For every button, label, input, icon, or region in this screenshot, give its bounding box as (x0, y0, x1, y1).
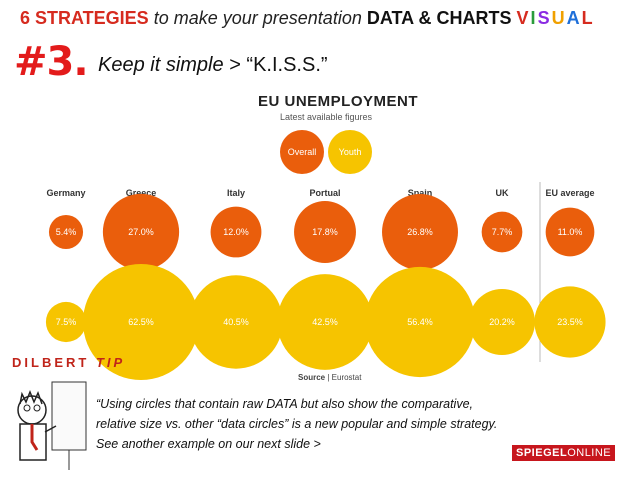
data-label: 56.4% (407, 317, 433, 327)
step-italic: Keep it simple (98, 54, 224, 76)
data-label: 23.5% (557, 317, 583, 327)
data-bubble (534, 286, 606, 358)
data-bubble (481, 211, 523, 253)
data-bubble (382, 194, 458, 270)
data-label: 7.5% (56, 317, 77, 327)
chart-subtitle: Latest available figures (280, 112, 373, 122)
data-label: 7.7% (492, 227, 513, 237)
data-bubble (48, 214, 84, 250)
category-label: UK (496, 188, 509, 198)
step-number: #3. (14, 39, 89, 85)
data-label: 11.0% (558, 227, 583, 237)
category-label: EU average (545, 188, 594, 198)
category-label: Germany (46, 188, 85, 198)
visual-letter: I (530, 8, 538, 28)
data-label: 40.5% (223, 317, 249, 327)
data-bubble (83, 264, 199, 380)
source-value: Eurostat (331, 373, 362, 382)
dilbert-tip-heading: DILBERT TIP (12, 355, 125, 370)
tip-quote: “Using circles that contain raw DATA but… (96, 397, 498, 451)
step-heading: Keep it simple > “K.I.S.S.” (98, 54, 328, 77)
data-bubble (294, 201, 356, 263)
legend-label: Overall (288, 147, 317, 157)
title-phrase: to make your presentation (153, 8, 362, 28)
source-label: Source (298, 373, 326, 382)
data-bubble (102, 193, 180, 271)
visual-letter: L (581, 8, 595, 28)
spiegel-online-logo: SPIEGELONLINE (512, 445, 616, 461)
visual-letter: S (537, 8, 552, 28)
data-bubble (469, 289, 535, 355)
dilbert-word: DILBERT (12, 355, 90, 370)
step-rest: > “K.I.S.S.” (229, 54, 328, 76)
data-bubble (364, 266, 476, 378)
category-label: Italy (227, 188, 245, 198)
data-bubble (189, 275, 283, 369)
slide-title: 6 STRATEGIES to make your presentation D… (20, 8, 595, 29)
logo-spiegel: SPIEGEL (516, 447, 568, 459)
chart-source: Source | Eurostat (298, 373, 362, 382)
title-data-charts: DATA & CHARTS (366, 8, 512, 28)
legend-bubble (328, 130, 372, 174)
data-bubble (210, 206, 262, 258)
chart-title: EU UNEMPLOYMENT (258, 93, 419, 110)
data-bubble (545, 207, 595, 257)
data-label: 42.5% (312, 317, 338, 327)
title-visual: VISUAL (517, 8, 595, 28)
data-label: 12.0% (223, 227, 249, 237)
data-label: 20.2% (489, 317, 515, 327)
tip-word: TIP (95, 355, 126, 370)
data-bubble (277, 274, 373, 370)
data-label: 5.4% (56, 227, 77, 237)
visual-letter: V (516, 8, 531, 28)
legend-bubble (280, 130, 324, 174)
data-label: 27.0% (128, 227, 154, 237)
data-bubble (45, 301, 87, 343)
data-label: 26.8% (407, 227, 433, 237)
visual-letter: U (551, 8, 567, 28)
visual-letter: A (566, 8, 582, 28)
title-strategies: 6 STRATEGIES (20, 8, 149, 28)
category-label: Spain (408, 188, 433, 198)
category-label: Greece (126, 188, 157, 198)
data-label: 17.8% (312, 227, 338, 237)
legend-label: Youth (339, 147, 362, 157)
logo-online: ONLINE (567, 447, 612, 459)
dilbert-illustration (17, 381, 87, 470)
data-label: 62.5% (128, 317, 154, 327)
category-label: Portual (309, 188, 340, 198)
